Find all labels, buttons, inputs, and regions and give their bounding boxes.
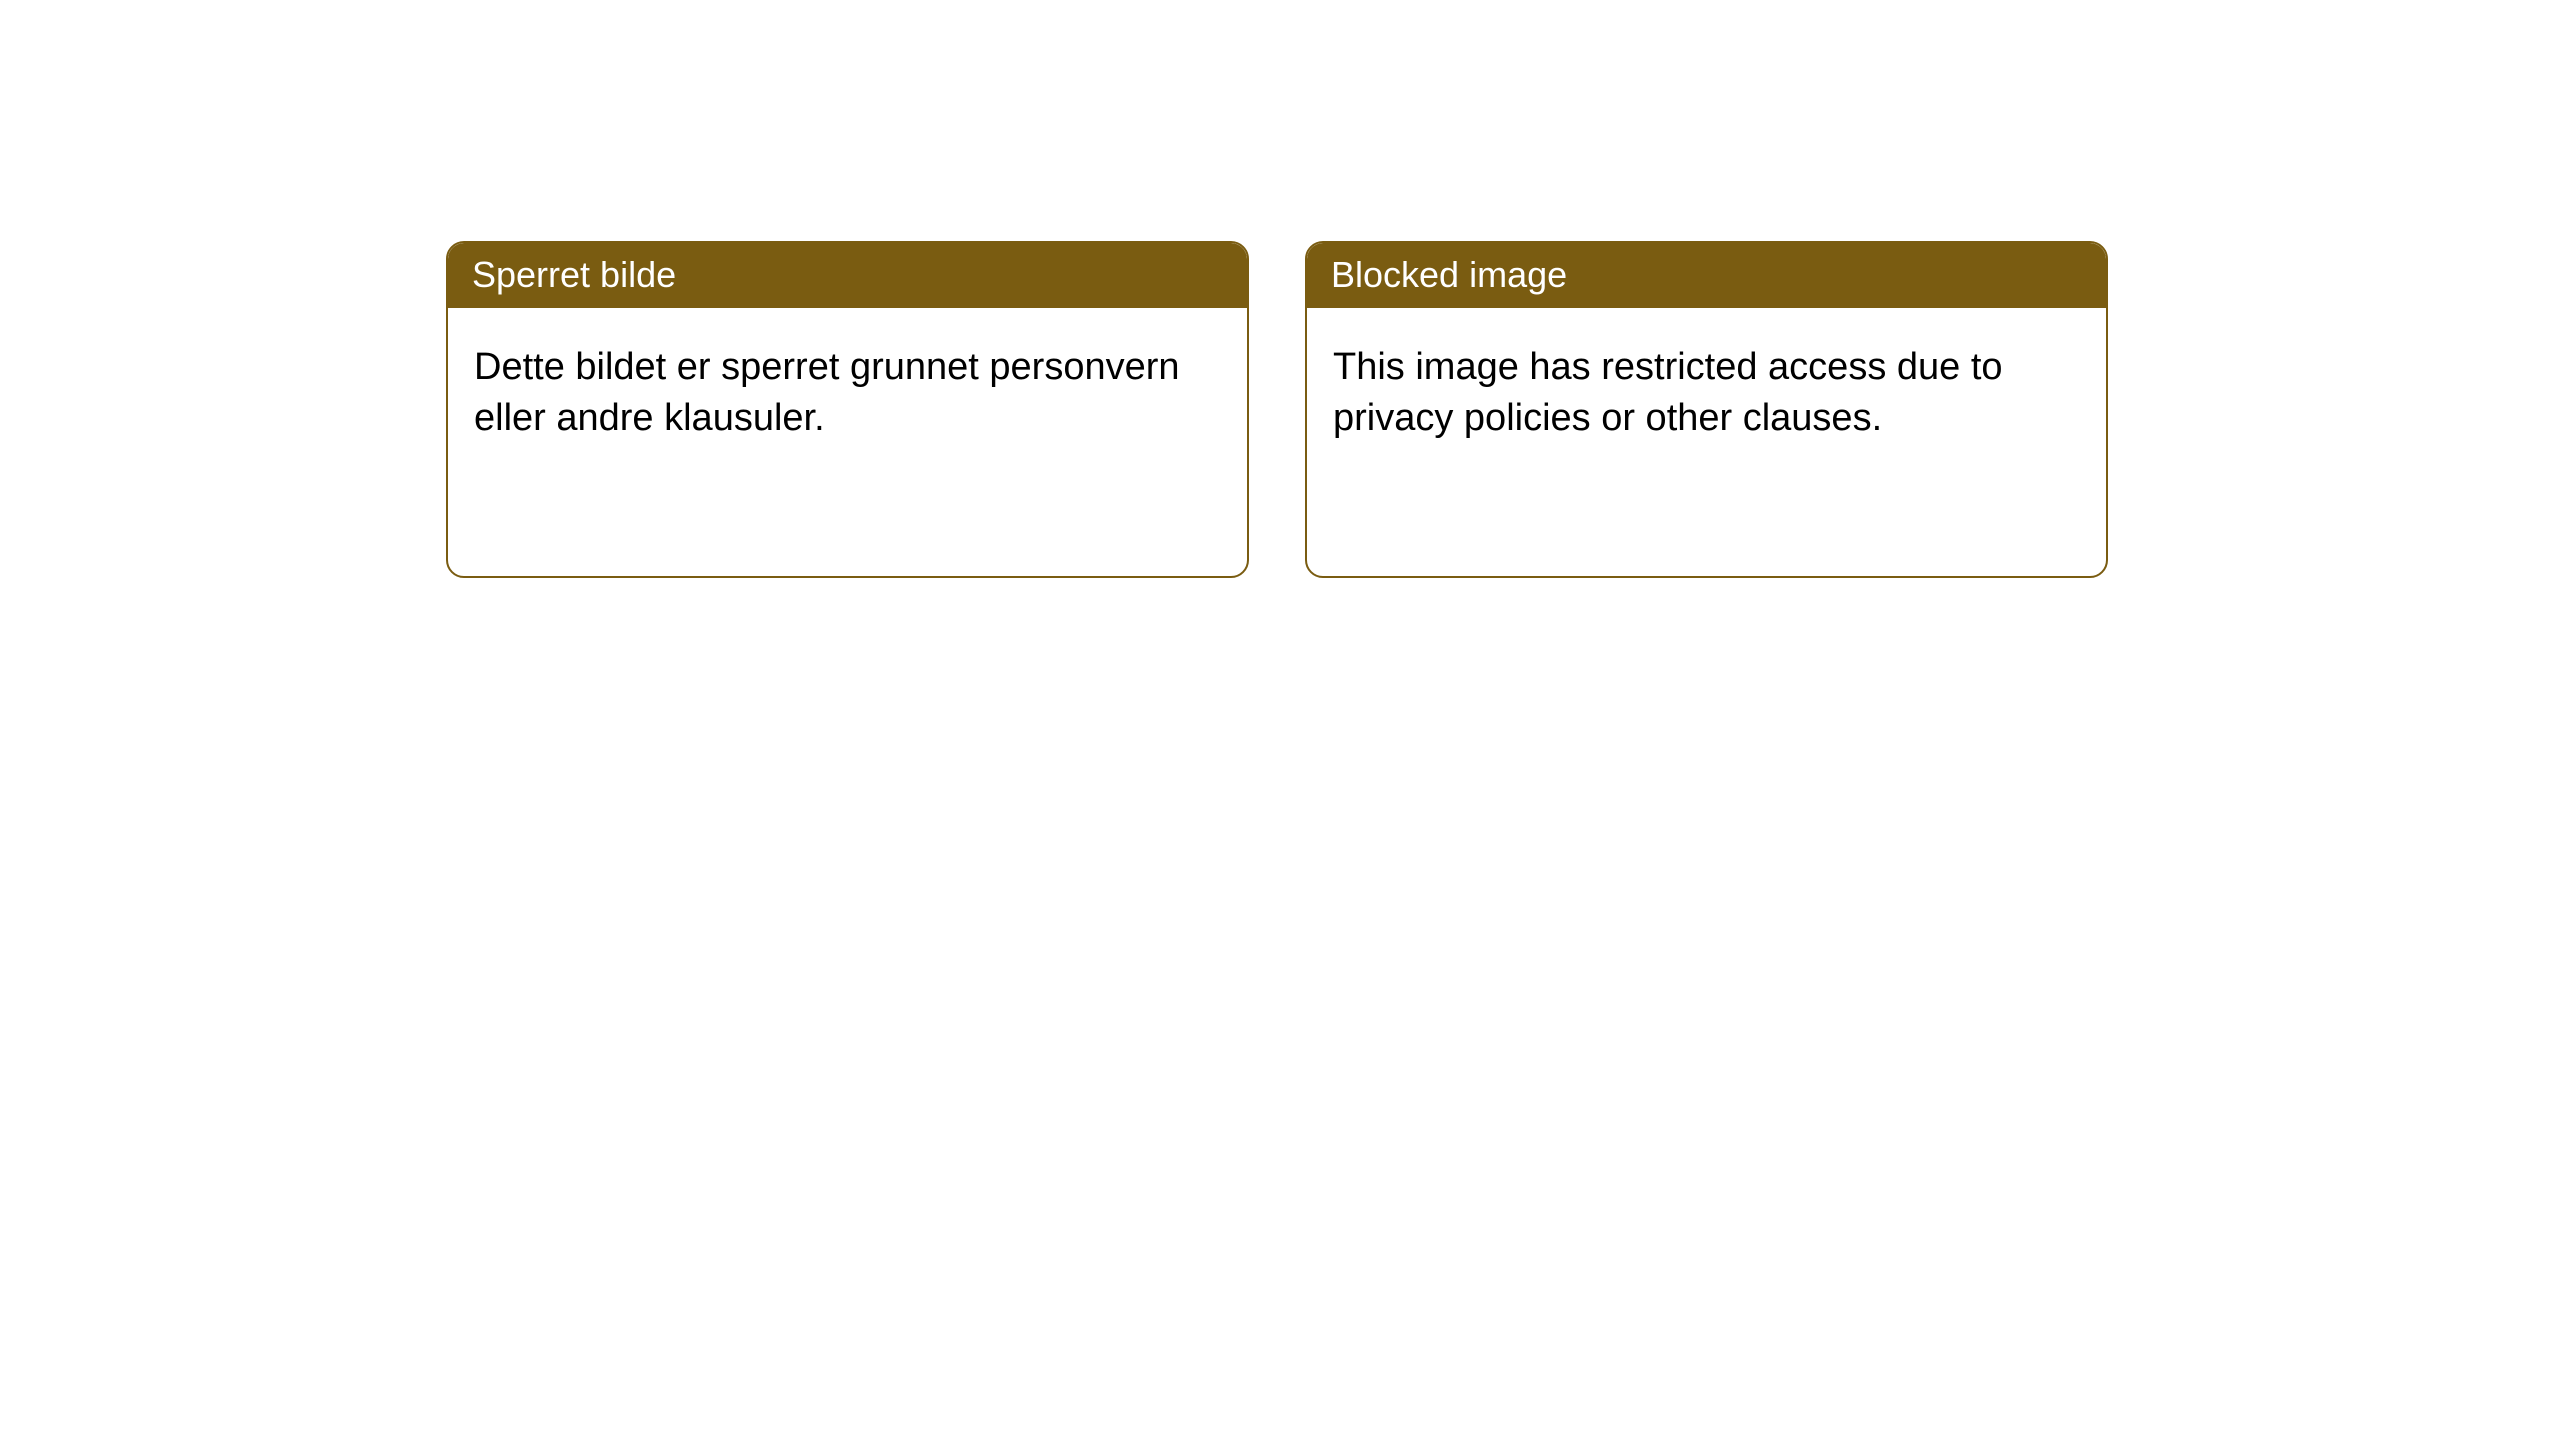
- notice-card-title: Blocked image: [1307, 243, 2106, 308]
- notice-card-norwegian: Sperret bilde Dette bildet er sperret gr…: [446, 241, 1249, 578]
- notice-card-title: Sperret bilde: [448, 243, 1247, 308]
- notice-card-body: This image has restricted access due to …: [1307, 308, 2106, 479]
- notice-cards-container: Sperret bilde Dette bildet er sperret gr…: [446, 241, 2108, 578]
- notice-card-body: Dette bildet er sperret grunnet personve…: [448, 308, 1247, 479]
- notice-card-english: Blocked image This image has restricted …: [1305, 241, 2108, 578]
